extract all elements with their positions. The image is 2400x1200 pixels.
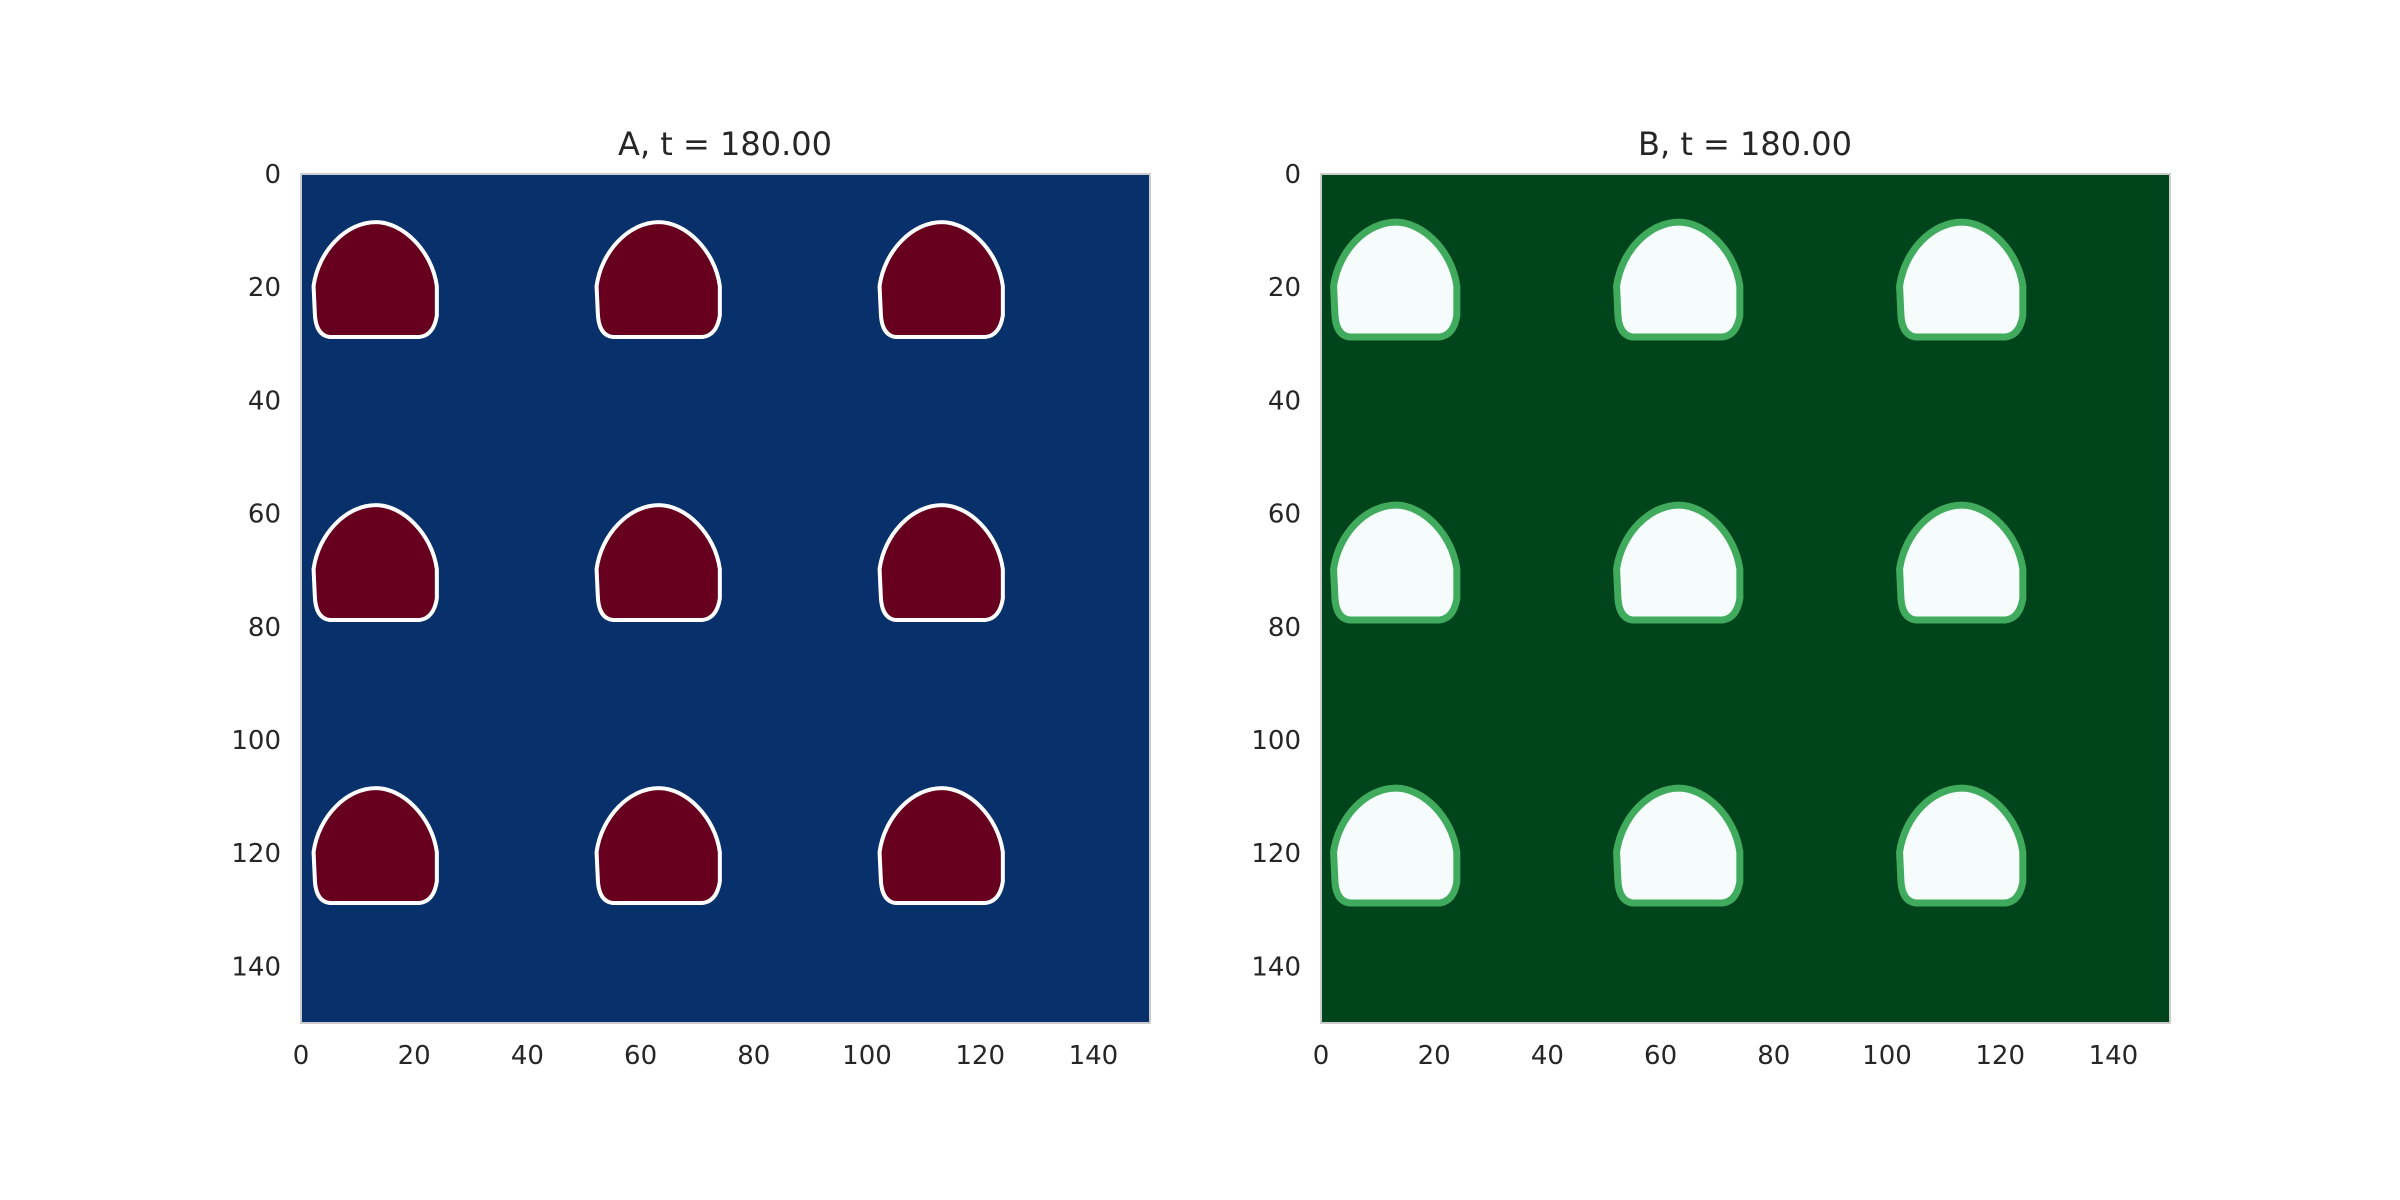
panel-b-blob [1896, 784, 2027, 907]
panel-b-blob [1330, 784, 1461, 907]
panel-a-x-tick: 20 [398, 1041, 431, 1071]
panel-b-y-tick: 40 [1268, 386, 1301, 416]
panel-b-y-axis: 0 20 40 60 80 100 120 140 [1251, 160, 1301, 982]
panel-b-y-tick: 80 [1268, 613, 1301, 643]
panel-b-x-tick: 40 [1531, 1041, 1564, 1071]
panel-b-title: B, t = 180.00 [1638, 125, 1852, 163]
panel-a-x-tick: 0 [293, 1041, 310, 1071]
panel-a: A, t = 180.00 0 20 40 60 80 100 120 140 … [231, 125, 1151, 1071]
panel-b-x-tick: 60 [1644, 1041, 1677, 1071]
panel-b-y-tick: 100 [1251, 726, 1301, 756]
panel-b-x-axis: 0 20 40 60 80 100 120 140 [1313, 1041, 2138, 1071]
panel-a-y-tick: 140 [231, 952, 281, 982]
panel-b-x-tick: 100 [1862, 1041, 1912, 1071]
panel-a-y-tick: 120 [231, 839, 281, 869]
panel-b-x-tick: 0 [1313, 1041, 1330, 1071]
panel-b-frame [1320, 173, 2171, 1024]
panel-b-blob [1330, 218, 1461, 341]
panel-b-heatmap [1321, 174, 2170, 1023]
panel-b: B, t = 180.00 0 20 40 60 80 100 120 140 … [1251, 125, 2171, 1071]
panel-a-x-tick: 140 [1069, 1041, 1119, 1071]
panel-a-x-tick: 80 [737, 1041, 770, 1071]
panel-a-x-tick: 40 [511, 1041, 544, 1071]
panel-b-blob [1896, 501, 2027, 624]
panel-b-y-tick: 140 [1251, 952, 1301, 982]
panel-a-blob [594, 786, 722, 906]
panel-a-background [301, 174, 1150, 1023]
panel-a-x-tick: 100 [842, 1041, 892, 1071]
panel-a-title: A, t = 180.00 [618, 125, 832, 163]
panel-b-y-tick: 60 [1268, 500, 1301, 530]
panel-a-y-tick: 60 [248, 500, 281, 530]
panel-b-blob [1613, 218, 1744, 341]
panel-a-y-tick: 80 [248, 613, 281, 643]
panel-a-blob [877, 503, 1005, 623]
panel-a-blob [311, 503, 439, 623]
panel-b-blob [1613, 784, 1744, 907]
panel-b-x-tick: 120 [1975, 1041, 2025, 1071]
panel-a-blob [311, 220, 439, 340]
panel-a-y-tick: 20 [248, 273, 281, 303]
panel-a-x-tick: 60 [624, 1041, 657, 1071]
panel-a-blob [311, 786, 439, 906]
panel-a-x-tick: 120 [955, 1041, 1005, 1071]
panel-a-heatmap [301, 174, 1150, 1023]
panel-b-x-tick: 80 [1757, 1041, 1790, 1071]
panel-a-blob [877, 786, 1005, 906]
panel-b-x-tick: 20 [1418, 1041, 1451, 1071]
panel-b-y-tick: 20 [1268, 273, 1301, 303]
panel-b-y-tick: 0 [1284, 160, 1301, 190]
panel-a-blob [594, 503, 722, 623]
panel-a-blob [594, 220, 722, 340]
panel-a-y-tick: 100 [231, 726, 281, 756]
panel-a-frame [300, 173, 1151, 1024]
panel-a-y-tick: 40 [248, 386, 281, 416]
panel-b-x-tick: 140 [2089, 1041, 2139, 1071]
panel-b-blob [1896, 218, 2027, 341]
panel-a-y-axis: 0 20 40 60 80 100 120 140 [231, 160, 281, 982]
panel-b-y-tick: 120 [1251, 839, 1301, 869]
panel-b-background [1321, 174, 2170, 1023]
panel-a-y-tick: 0 [264, 160, 281, 190]
panel-a-blob [877, 220, 1005, 340]
panel-a-x-axis: 0 20 40 60 80 100 120 140 [293, 1041, 1118, 1071]
panel-b-blob [1330, 501, 1461, 624]
panel-b-blob [1613, 501, 1744, 624]
